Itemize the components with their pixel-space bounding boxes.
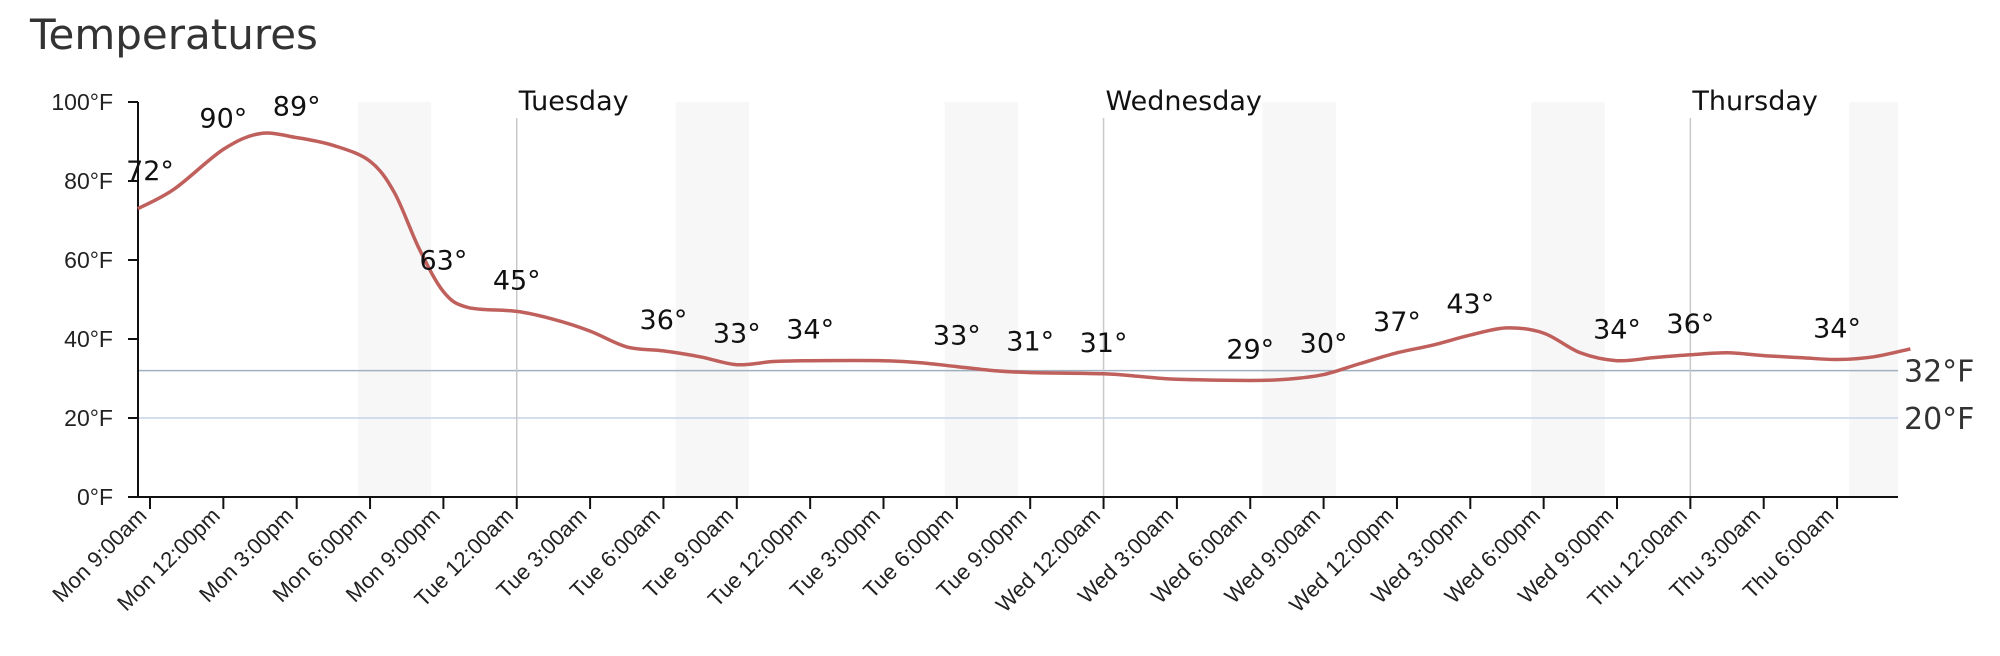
data-label: 36° (640, 305, 688, 336)
data-label: 63° (419, 246, 467, 277)
night-band (675, 102, 750, 497)
temperature-line (136, 131, 1911, 383)
data-label: 34° (786, 315, 834, 346)
data-label: 90° (199, 103, 247, 134)
day-label: Wednesday (1106, 86, 1262, 117)
data-label: 89° (273, 92, 321, 123)
y-tick-label: 100°F (51, 89, 113, 115)
y-tick-label: 80°F (64, 168, 113, 194)
data-label: 33° (713, 319, 761, 350)
y-tick-label: 0°F (77, 484, 113, 510)
data-label: 31° (1006, 327, 1054, 358)
data-label: 29° (1226, 334, 1274, 365)
series-layer (136, 131, 1911, 383)
night-band (1849, 102, 1898, 497)
data-label: 43° (1446, 289, 1494, 320)
night-band (1262, 102, 1336, 497)
day-markers: Tuesday Wednesday Thursday (516, 86, 1818, 497)
night-bands (357, 102, 1898, 497)
data-label: 37° (1373, 307, 1421, 338)
data-label: 45° (493, 265, 541, 296)
night-band (1531, 102, 1605, 497)
y-tick-label: 60°F (64, 247, 113, 273)
data-label: 36° (1666, 309, 1714, 340)
y-tick-label: 40°F (64, 326, 113, 352)
data-label: 34° (1813, 314, 1861, 345)
chart-title: Temperatures (30, 10, 318, 59)
data-label: 31° (1080, 328, 1128, 359)
day-label: Tuesday (518, 86, 629, 117)
data-labels: 72° 90° 89° 63° 45° 36° 33° 34° 33° 31° 31° 29° 30° 3… (126, 92, 1861, 366)
data-label: 30° (1300, 329, 1348, 360)
reference-line-label: 20°F (1904, 402, 1974, 437)
reference-line-label: 32°F (1904, 355, 1974, 390)
night-band (944, 102, 1018, 497)
data-label: 72° (126, 156, 174, 187)
y-tick-label: 20°F (64, 405, 113, 431)
day-label: Thursday (1691, 86, 1818, 117)
data-label: 33° (933, 321, 981, 352)
night-band (357, 102, 432, 497)
data-label: 34° (1593, 315, 1641, 346)
